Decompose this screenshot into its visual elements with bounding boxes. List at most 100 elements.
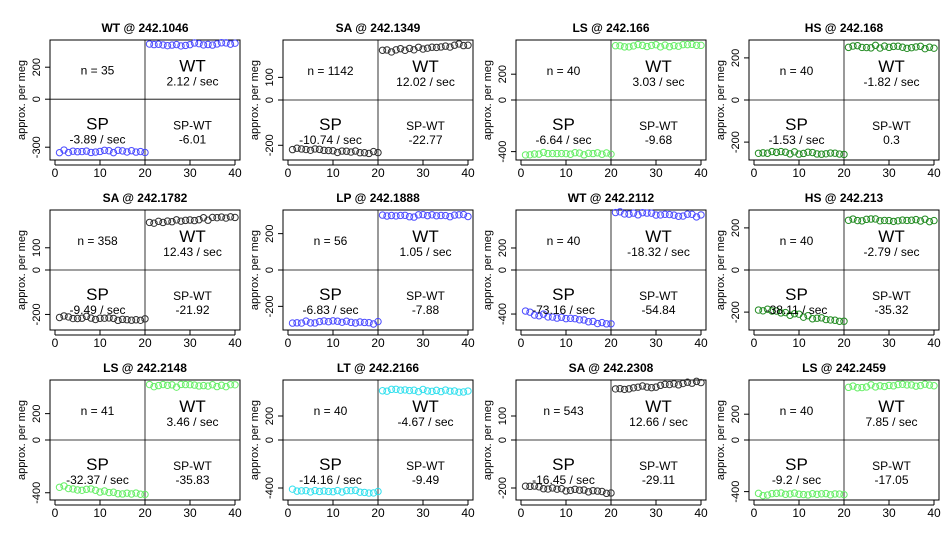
diff-label: SP-WT — [872, 459, 911, 473]
wt-point — [186, 216, 194, 224]
sp-point — [813, 490, 821, 498]
sp-point — [557, 149, 566, 158]
n-count-label: n = 35 — [81, 64, 115, 78]
wt-point — [625, 210, 633, 218]
sp-rate-label: -10.74 / sec — [299, 133, 362, 147]
sp-point — [539, 485, 548, 493]
wt-label: WT — [179, 397, 205, 416]
sp-point — [754, 489, 763, 498]
sp-point — [840, 317, 848, 325]
sp-point — [69, 147, 77, 155]
sp-point — [817, 490, 826, 498]
sp-point — [777, 309, 785, 317]
wt-point — [844, 383, 853, 392]
wt-point — [670, 41, 678, 50]
wt-label: WT — [179, 57, 205, 76]
wt-point — [459, 41, 468, 50]
y-tick-label: 0 — [497, 267, 509, 273]
wt-point — [647, 209, 656, 217]
panel-title: LS @ 242.166 — [572, 21, 649, 35]
y-tick-label: 200 — [497, 239, 509, 257]
wt-rate-label: 2.12 / sec — [166, 75, 218, 89]
panel-title: SA @ 242.1349 — [336, 21, 421, 35]
wt-point — [423, 44, 432, 52]
wt-point — [437, 387, 445, 396]
wt-point — [889, 382, 898, 390]
wt-point — [213, 40, 221, 48]
wt-point — [145, 380, 154, 389]
wt-point — [638, 208, 647, 217]
sp-point — [351, 319, 360, 327]
sp-point — [87, 148, 95, 157]
wt-point — [670, 380, 678, 388]
x-tick-label: 30 — [649, 336, 663, 350]
wt-point — [168, 41, 176, 49]
sp-label: SP — [86, 455, 109, 474]
sp-point — [338, 488, 346, 496]
wt-point — [692, 213, 701, 221]
y-tick-label: -400 — [730, 481, 742, 503]
y-tick-label: -200 — [730, 301, 742, 323]
sp-point — [557, 484, 566, 493]
sp-point — [123, 489, 131, 497]
wt-point — [392, 212, 400, 220]
sp-point — [293, 487, 301, 495]
x-tick-label: 10 — [326, 336, 340, 350]
sp-label: SP — [785, 285, 808, 304]
x-tick-label: 0 — [52, 336, 59, 350]
sp-point — [763, 149, 772, 157]
wt-point — [625, 43, 633, 51]
x-tick-label: 40 — [228, 336, 242, 350]
diff-value-label: -17.05 — [874, 473, 908, 487]
wt-point — [217, 381, 226, 389]
sp-point — [835, 317, 844, 325]
wt-point — [199, 381, 208, 390]
wt-point — [159, 380, 167, 389]
wt-point — [625, 385, 633, 393]
diff-value-label: -7.88 — [412, 303, 440, 317]
sp-point — [109, 148, 118, 157]
sp-rate-label: -9.49 / sec — [69, 303, 125, 317]
y-tick-label: 200 — [497, 65, 509, 83]
x-tick-label: 20 — [138, 336, 152, 350]
wt-point — [903, 216, 911, 225]
sp-point — [109, 488, 118, 496]
sp-point — [78, 314, 86, 322]
sp-point — [799, 490, 808, 499]
x-tick-label: 40 — [461, 336, 475, 350]
sp-point — [324, 318, 333, 326]
sp-point — [347, 148, 355, 156]
wt-point — [853, 216, 862, 225]
x-tick-label: 0 — [518, 506, 525, 520]
wt-point — [190, 216, 199, 225]
sp-point — [324, 487, 333, 496]
sp-point — [571, 149, 579, 157]
wt-point — [432, 386, 441, 395]
y-axis-label: approx. per meg — [16, 60, 28, 140]
sp-point — [584, 488, 593, 496]
wt-point — [853, 41, 862, 50]
wt-point — [159, 218, 167, 227]
wt-point — [661, 41, 669, 49]
wt-point — [387, 211, 396, 220]
wt-point — [410, 213, 418, 221]
sp-point — [804, 491, 812, 499]
panel-6: LP @ 242.1888 n = 56 WT1.05 / sec SP-6.83 /… — [249, 191, 475, 350]
wt-point — [629, 384, 638, 392]
wt-rate-label: 7.85 / sec — [865, 415, 917, 429]
sp-point — [141, 315, 149, 323]
sp-point — [297, 487, 306, 495]
wt-point — [231, 381, 239, 389]
sp-point — [754, 306, 763, 314]
sp-point — [288, 319, 297, 327]
diff-label: SP-WT — [639, 289, 678, 303]
sp-point — [118, 490, 127, 498]
sp-point — [593, 319, 602, 328]
sp-point — [562, 314, 570, 323]
x-tick-label: 0 — [285, 336, 292, 350]
x-tick-label: 0 — [751, 336, 758, 350]
wt-rate-label: 12.66 / sec — [629, 415, 688, 429]
wt-point — [446, 387, 454, 395]
